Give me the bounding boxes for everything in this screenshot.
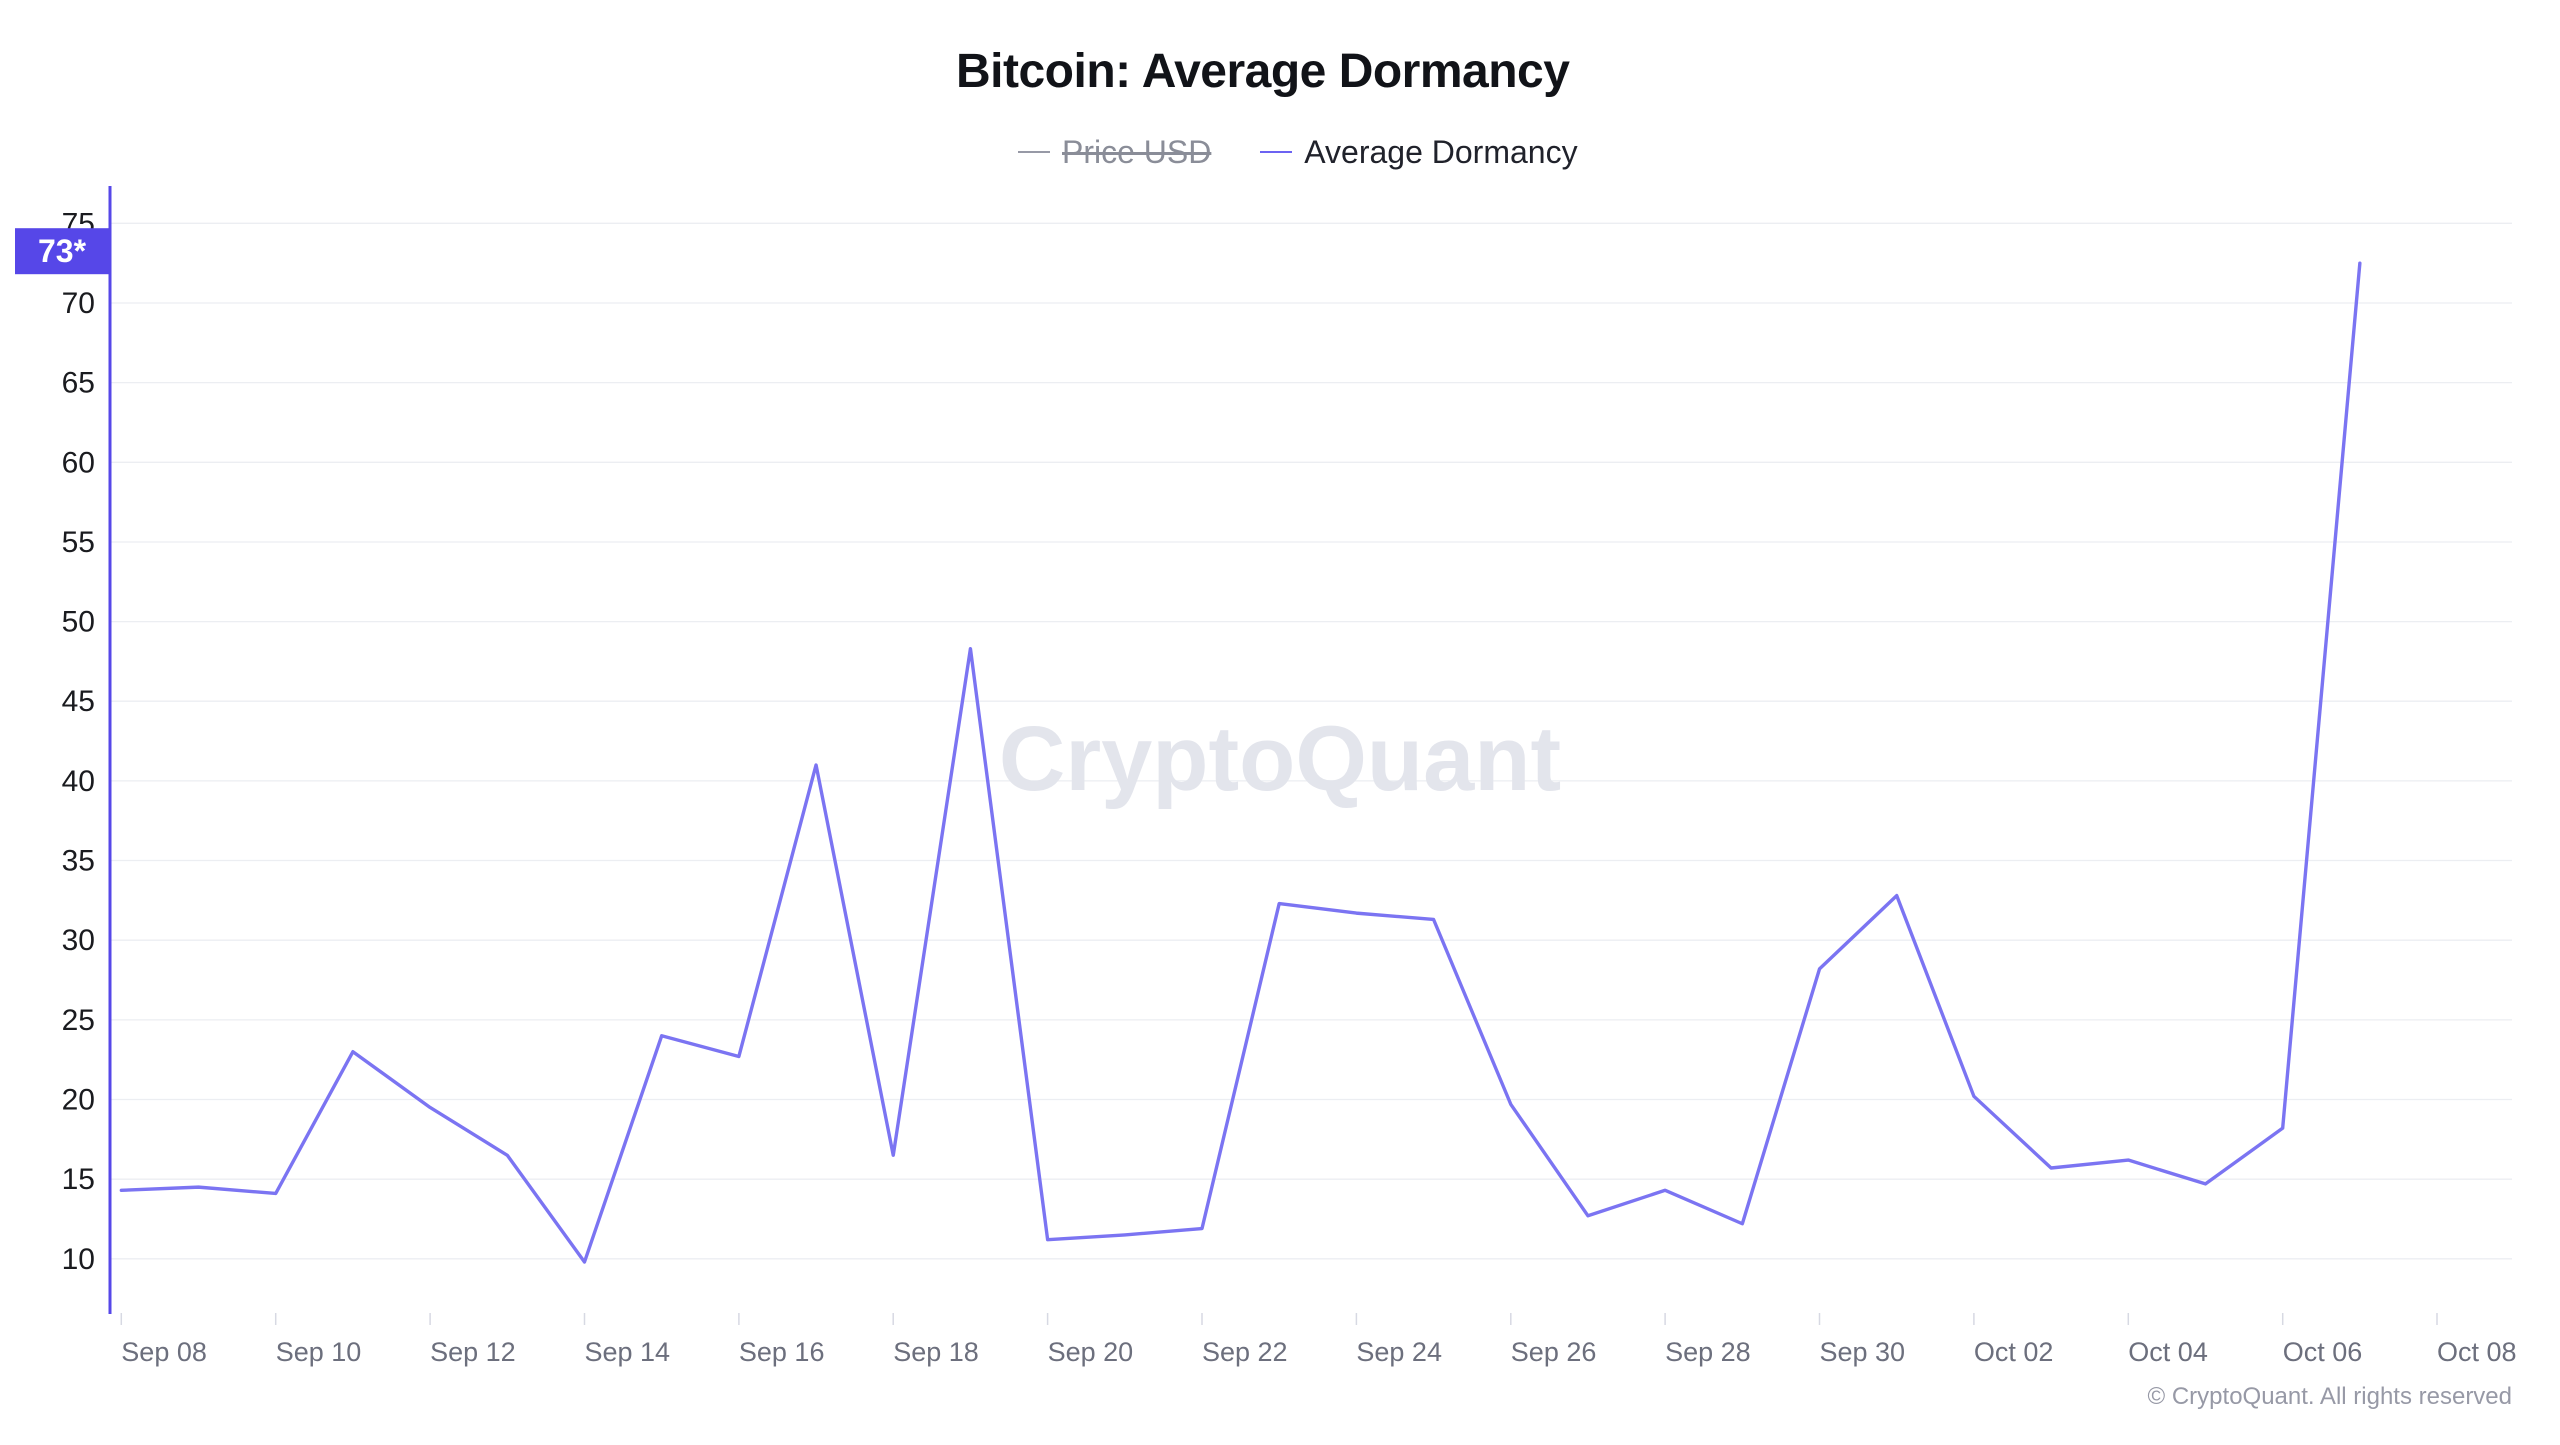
svg-text:Oct 02: Oct 02: [1974, 1337, 2054, 1367]
svg-text:Sep 28: Sep 28: [1665, 1337, 1751, 1367]
svg-text:70: 70: [62, 287, 95, 320]
svg-text:15: 15: [62, 1163, 95, 1196]
svg-text:55: 55: [62, 526, 95, 559]
svg-text:35: 35: [62, 845, 95, 878]
svg-text:65: 65: [62, 367, 95, 400]
svg-text:50: 50: [62, 606, 95, 639]
svg-text:Sep 16: Sep 16: [739, 1337, 825, 1367]
svg-text:40: 40: [62, 765, 95, 798]
svg-text:73*: 73*: [38, 233, 87, 269]
svg-text:Oct 08: Oct 08: [2437, 1337, 2517, 1367]
svg-text:10: 10: [62, 1243, 95, 1276]
svg-text:Sep 12: Sep 12: [430, 1337, 516, 1367]
svg-text:Sep 26: Sep 26: [1511, 1337, 1597, 1367]
svg-text:Sep 10: Sep 10: [276, 1337, 362, 1367]
svg-text:45: 45: [62, 685, 95, 718]
svg-text:Oct 06: Oct 06: [2283, 1337, 2363, 1367]
svg-text:Sep 18: Sep 18: [893, 1337, 979, 1367]
svg-text:25: 25: [62, 1004, 95, 1037]
svg-text:CryptoQuant: CryptoQuant: [999, 708, 1561, 810]
svg-text:Sep 30: Sep 30: [1820, 1337, 1906, 1367]
svg-text:© CryptoQuant. All rights rese: © CryptoQuant. All rights reserved: [2148, 1383, 2513, 1410]
svg-text:30: 30: [62, 924, 95, 957]
svg-text:Sep 14: Sep 14: [585, 1337, 671, 1367]
svg-text:Sep 08: Sep 08: [121, 1337, 207, 1367]
svg-text:Sep 20: Sep 20: [1048, 1337, 1134, 1367]
svg-text:60: 60: [62, 446, 95, 479]
svg-text:20: 20: [62, 1084, 95, 1117]
svg-text:Sep 24: Sep 24: [1356, 1337, 1442, 1367]
svg-text:Oct 04: Oct 04: [2128, 1337, 2208, 1367]
svg-text:Sep 22: Sep 22: [1202, 1337, 1288, 1367]
